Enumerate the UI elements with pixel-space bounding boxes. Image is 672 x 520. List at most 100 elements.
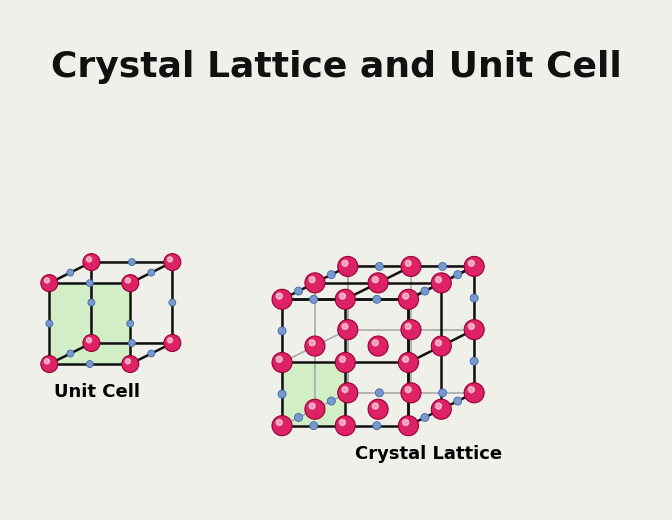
Circle shape	[128, 258, 135, 266]
Circle shape	[439, 263, 447, 270]
Circle shape	[368, 399, 388, 419]
Circle shape	[272, 415, 292, 436]
Circle shape	[83, 334, 100, 352]
Circle shape	[398, 289, 419, 309]
Circle shape	[294, 413, 302, 422]
Circle shape	[338, 320, 358, 340]
Circle shape	[464, 320, 484, 340]
Circle shape	[272, 289, 292, 309]
Circle shape	[86, 360, 93, 368]
Text: Unit Cell: Unit Cell	[54, 383, 140, 401]
Text: Crystal Lattice: Crystal Lattice	[355, 445, 502, 463]
Circle shape	[327, 270, 335, 279]
Circle shape	[403, 293, 409, 299]
Circle shape	[339, 356, 345, 362]
Circle shape	[309, 340, 315, 346]
Circle shape	[276, 293, 282, 299]
Circle shape	[401, 320, 421, 340]
Circle shape	[272, 353, 292, 372]
Circle shape	[310, 422, 318, 430]
Circle shape	[164, 254, 181, 270]
Circle shape	[327, 397, 335, 405]
Circle shape	[127, 320, 134, 327]
Circle shape	[372, 403, 378, 409]
Circle shape	[403, 420, 409, 425]
Circle shape	[305, 273, 325, 293]
Circle shape	[373, 422, 381, 430]
Circle shape	[41, 356, 58, 372]
Circle shape	[342, 260, 348, 266]
Circle shape	[278, 327, 286, 335]
Circle shape	[398, 353, 419, 372]
Circle shape	[169, 299, 176, 306]
Circle shape	[372, 340, 378, 346]
Circle shape	[405, 390, 413, 398]
Circle shape	[376, 263, 384, 270]
Circle shape	[468, 323, 474, 330]
Circle shape	[167, 337, 173, 343]
Circle shape	[405, 327, 413, 335]
Circle shape	[344, 294, 351, 302]
Circle shape	[164, 334, 181, 352]
Circle shape	[342, 386, 348, 393]
Text: Crystal Lattice and Unit Cell: Crystal Lattice and Unit Cell	[50, 50, 622, 84]
Circle shape	[46, 320, 53, 327]
Circle shape	[401, 256, 421, 277]
Circle shape	[309, 403, 315, 409]
Circle shape	[338, 256, 358, 277]
Circle shape	[435, 277, 442, 283]
Circle shape	[276, 356, 282, 362]
Circle shape	[431, 273, 452, 293]
Circle shape	[401, 383, 421, 403]
Circle shape	[339, 420, 345, 425]
Circle shape	[376, 389, 384, 397]
Circle shape	[431, 336, 452, 356]
Circle shape	[372, 277, 378, 283]
Circle shape	[67, 350, 74, 357]
Circle shape	[122, 356, 138, 372]
Circle shape	[148, 269, 155, 276]
Circle shape	[305, 399, 325, 419]
Circle shape	[87, 337, 91, 343]
Circle shape	[335, 353, 355, 372]
Circle shape	[294, 287, 302, 295]
Polygon shape	[282, 362, 345, 426]
Circle shape	[405, 386, 411, 393]
Circle shape	[373, 295, 381, 303]
Circle shape	[338, 383, 358, 403]
Polygon shape	[49, 283, 130, 364]
Circle shape	[464, 383, 484, 403]
Circle shape	[83, 254, 100, 270]
Circle shape	[335, 289, 355, 309]
Circle shape	[342, 323, 348, 330]
Circle shape	[278, 390, 286, 398]
Circle shape	[88, 299, 95, 306]
Circle shape	[368, 273, 388, 293]
Circle shape	[464, 256, 484, 277]
Circle shape	[398, 415, 419, 436]
Circle shape	[421, 287, 429, 295]
Circle shape	[126, 359, 130, 364]
Circle shape	[435, 340, 442, 346]
Circle shape	[310, 295, 318, 303]
Circle shape	[431, 399, 452, 419]
Circle shape	[41, 275, 58, 292]
Circle shape	[454, 397, 462, 405]
Circle shape	[405, 260, 411, 266]
Circle shape	[305, 336, 325, 356]
Circle shape	[403, 356, 409, 362]
Circle shape	[405, 323, 411, 330]
Circle shape	[335, 415, 355, 436]
Circle shape	[470, 357, 478, 365]
Circle shape	[470, 294, 478, 302]
Circle shape	[167, 257, 173, 262]
Circle shape	[67, 269, 74, 276]
Circle shape	[126, 278, 130, 283]
Circle shape	[128, 340, 135, 346]
Circle shape	[148, 350, 155, 357]
Circle shape	[454, 270, 462, 279]
Circle shape	[421, 413, 429, 422]
Circle shape	[44, 278, 50, 283]
Circle shape	[44, 359, 50, 364]
Circle shape	[344, 357, 351, 365]
